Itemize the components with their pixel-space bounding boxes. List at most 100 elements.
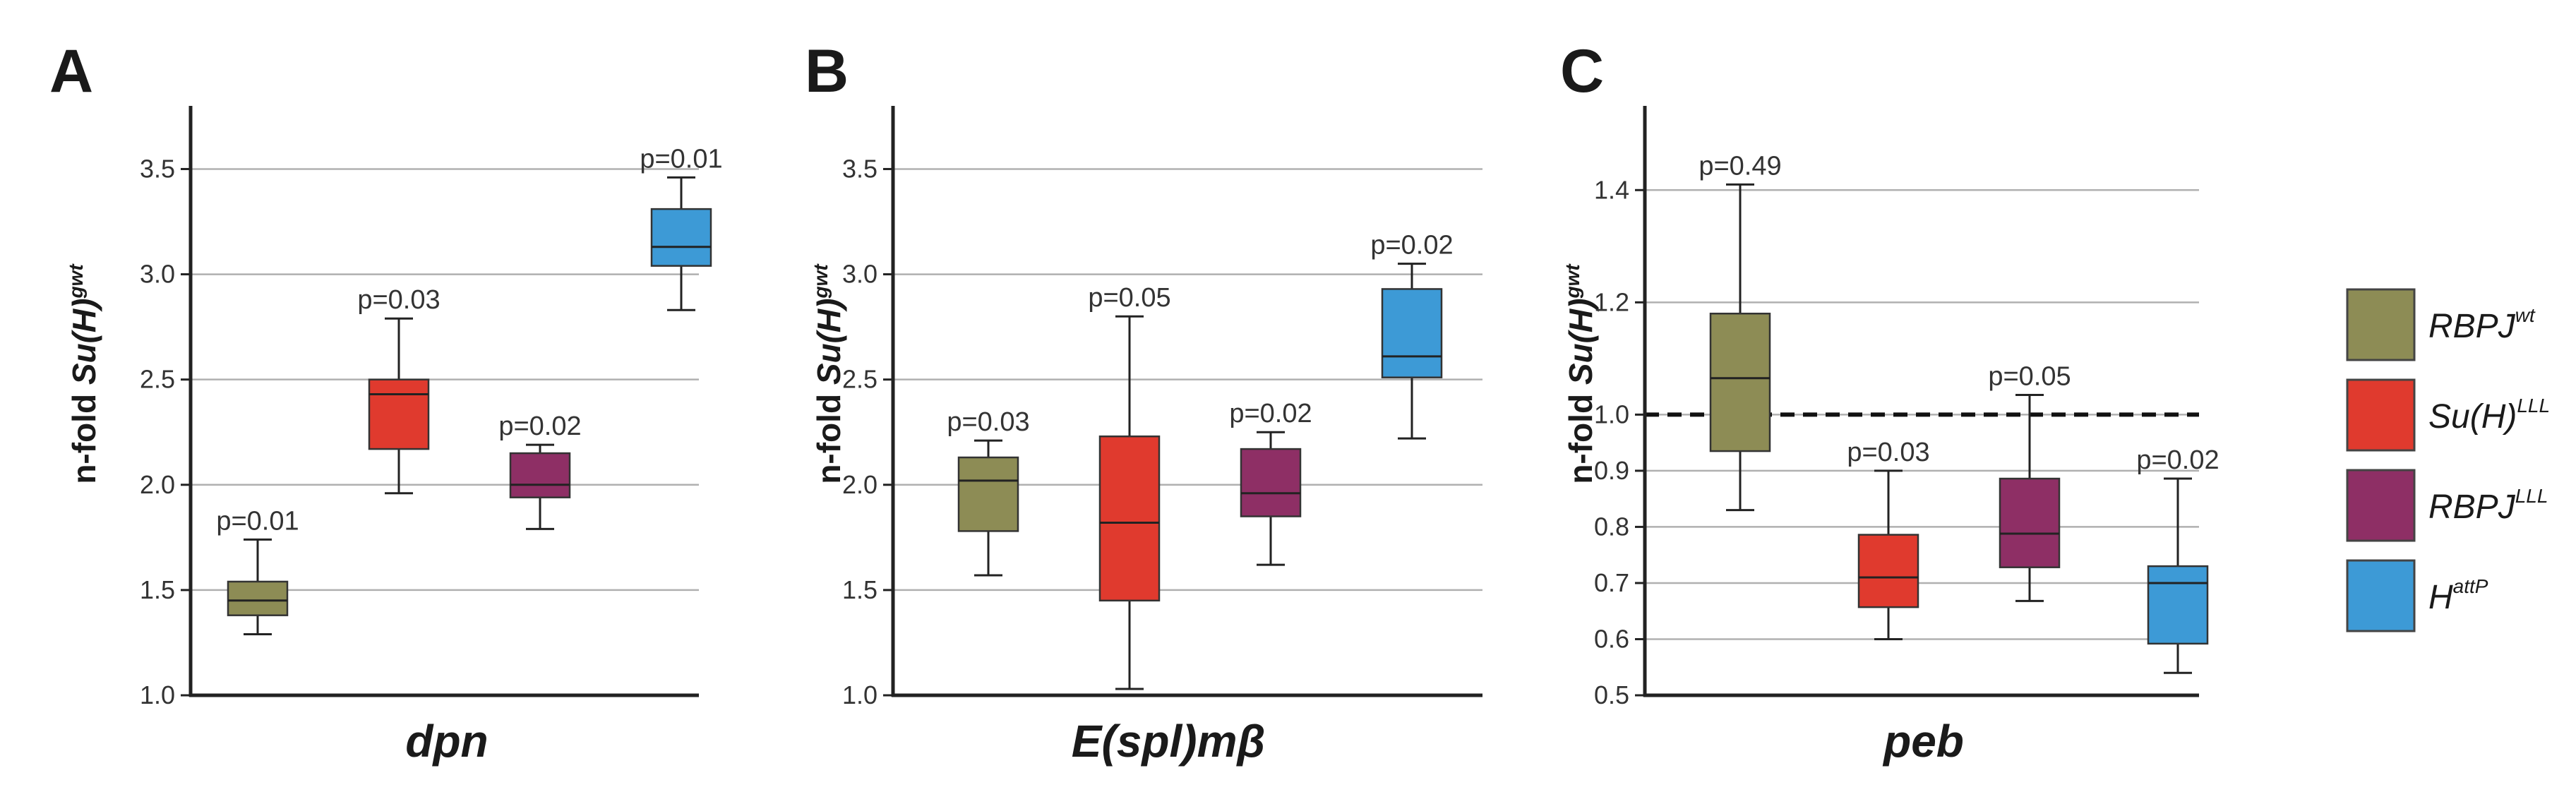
box-iqr bbox=[1709, 312, 1771, 452]
box-H_attP: p=0.02 bbox=[2136, 445, 2219, 674]
y-tick-label: 1.2 bbox=[1594, 287, 1629, 316]
legend-item-RBPJ_LLL: RBPJLLL bbox=[2346, 469, 2548, 542]
p-value-label: p=0.01 bbox=[216, 506, 299, 536]
y-label-prefix: n-fold bbox=[810, 385, 847, 484]
p-value-label: p=0.05 bbox=[1088, 283, 1170, 313]
boxes-c: p=0.49 p=0.03 p=0.05 p=0.02 bbox=[1699, 151, 2219, 674]
boxes-b: p=0.03 p=0.05 p=0.02 p=0.02 bbox=[947, 231, 1454, 690]
panel-b: B n-fold Su(H)gwt 1.0 1.5 2.0 2.5 3.0 3.5 p=0… bbox=[805, 37, 1482, 767]
panel-letter-a: A bbox=[49, 37, 93, 105]
box-SuH_LLL: p=0.03 bbox=[1847, 438, 1930, 640]
y-tick-label: 1.0 bbox=[842, 680, 877, 709]
box-iqr bbox=[227, 580, 289, 616]
x-title-a: dpn bbox=[405, 716, 488, 767]
p-value-label: p=0.03 bbox=[357, 285, 440, 315]
box-RBPJ_LLL: p=0.05 bbox=[1988, 362, 2071, 602]
box-iqr bbox=[1857, 534, 1919, 608]
panel-c: C n-fold Su(H)gwt 0.5 0.6 0.7 0.8 0.9 1.0 1.2 1… bbox=[1560, 37, 2219, 767]
panel-a: A n-fold Su(H)gwt 1.0 1.5 2.0 2.5 3.0 3.5 p=0… bbox=[49, 37, 723, 767]
y-label-italic: Su(H) bbox=[810, 299, 847, 385]
box-iqr bbox=[957, 456, 1019, 532]
box-SuH_LLL: p=0.05 bbox=[1088, 283, 1171, 690]
y-tick-label: 3.5 bbox=[842, 154, 877, 183]
y-ticks-a: 1.0 1.5 2.0 2.5 3.0 3.5 bbox=[140, 154, 191, 709]
svg-text:n-fold Su(H)gwt: n-fold Su(H)gwt bbox=[1562, 263, 1599, 484]
x-title-b: E(spl)mβ bbox=[1072, 716, 1265, 767]
y-tick-label: 1.0 bbox=[140, 680, 175, 709]
grid-lines-a bbox=[191, 168, 699, 592]
y-tick-label: 0.7 bbox=[1594, 568, 1629, 597]
y-label-sup: gwt bbox=[65, 263, 87, 299]
y-tick-label: 0.5 bbox=[1594, 680, 1629, 709]
box-iqr bbox=[2147, 565, 2209, 645]
legend: RBPJwt Su(H)LLL RBPJLLL HattP bbox=[2346, 288, 2550, 632]
legend-swatch bbox=[2346, 288, 2416, 361]
p-value-label: p=0.03 bbox=[947, 407, 1029, 437]
y-tick-label: 1.0 bbox=[1594, 400, 1629, 428]
y-ticks-c: 0.5 0.6 0.7 0.8 0.9 1.0 1.2 1.4 bbox=[1594, 175, 1645, 709]
y-label-prefix: n-fold bbox=[1562, 385, 1599, 484]
box-iqr bbox=[650, 208, 712, 267]
y-tick-label: 1.5 bbox=[842, 575, 877, 604]
y-tick-label: 3.5 bbox=[140, 154, 175, 183]
y-tick-label: 3.0 bbox=[842, 260, 877, 289]
grid-lines-b bbox=[893, 168, 1482, 592]
y-tick-label: 3.0 bbox=[140, 260, 175, 289]
box-RBPJ_wt: p=0.01 bbox=[216, 506, 299, 636]
p-value-label: p=0.03 bbox=[1847, 438, 1929, 467]
box-RBPJ_LLL: p=0.02 bbox=[498, 412, 582, 530]
panel-letter-b: B bbox=[805, 37, 849, 105]
y-axis-label-a: n-fold Su(H)gwt bbox=[65, 263, 102, 484]
box-H_attP: p=0.02 bbox=[1370, 231, 1454, 440]
box-iqr bbox=[509, 452, 571, 498]
legend-label: Su(H)LLL bbox=[2428, 395, 2550, 436]
p-value-label: p=0.02 bbox=[498, 412, 581, 441]
box-SuH_LLL: p=0.03 bbox=[357, 285, 441, 495]
y-tick-label: 2.5 bbox=[842, 365, 877, 394]
axes-b bbox=[891, 106, 1482, 697]
box-RBPJ_wt: p=0.49 bbox=[1699, 151, 1782, 512]
y-label-italic: Su(H) bbox=[66, 299, 102, 385]
p-value-label: p=0.02 bbox=[1370, 231, 1453, 260]
y-tick-label: 2.0 bbox=[140, 470, 175, 499]
axes-c bbox=[1643, 106, 2199, 697]
box-H_attP: p=0.01 bbox=[640, 144, 723, 311]
y-ticks-b: 1.0 1.5 2.0 2.5 3.0 3.5 bbox=[842, 154, 893, 709]
p-value-label: p=0.02 bbox=[2136, 445, 2219, 475]
p-value-label: p=0.05 bbox=[1988, 362, 2071, 392]
box-RBPJ_LLL: p=0.02 bbox=[1229, 399, 1312, 566]
legend-item-H_attP: HattP bbox=[2346, 559, 2488, 632]
y-label-sup: gwt bbox=[1562, 263, 1583, 299]
y-label-sup: gwt bbox=[810, 263, 832, 299]
y-tick-label: 1.5 bbox=[140, 575, 175, 604]
y-label-italic: Su(H) bbox=[1562, 299, 1599, 385]
box-iqr bbox=[1999, 477, 2061, 568]
legend-label: HattP bbox=[2428, 575, 2488, 616]
box-iqr bbox=[368, 378, 430, 450]
box-iqr bbox=[1098, 435, 1161, 602]
box-iqr bbox=[1240, 448, 1302, 517]
axes-a bbox=[188, 106, 699, 697]
legend-label: RBPJwt bbox=[2428, 304, 2536, 345]
y-label-prefix: n-fold bbox=[66, 385, 102, 484]
y-axis-label-c: n-fold Su(H)gwt bbox=[1562, 263, 1599, 484]
x-title-c: peb bbox=[1882, 716, 1964, 767]
y-axis-label-b: n-fold Su(H)gwt bbox=[810, 263, 847, 484]
y-tick-label: 0.6 bbox=[1594, 624, 1629, 653]
box-RBPJ_wt: p=0.03 bbox=[947, 407, 1030, 577]
legend-item-SuH_LLL: Su(H)LLL bbox=[2346, 378, 2550, 452]
y-tick-label: 2.0 bbox=[842, 470, 877, 499]
svg-text:n-fold Su(H)gwt: n-fold Su(H)gwt bbox=[810, 263, 847, 484]
p-value-label: p=0.49 bbox=[1699, 151, 1781, 181]
legend-item-RBPJ_wt: RBPJwt bbox=[2346, 288, 2536, 361]
legend-swatch bbox=[2346, 469, 2416, 542]
legend-swatch bbox=[2346, 378, 2416, 452]
p-value-label: p=0.01 bbox=[640, 144, 722, 174]
svg-text:n-fold Su(H)gwt: n-fold Su(H)gwt bbox=[65, 263, 102, 484]
legend-swatch bbox=[2346, 559, 2416, 632]
boxes-a: p=0.01 p=0.03 p=0.02 p=0.01 bbox=[216, 144, 723, 636]
box-iqr bbox=[1381, 288, 1443, 378]
legend-label: RBPJLLL bbox=[2428, 485, 2548, 526]
panel-letter-c: C bbox=[1560, 37, 1604, 105]
